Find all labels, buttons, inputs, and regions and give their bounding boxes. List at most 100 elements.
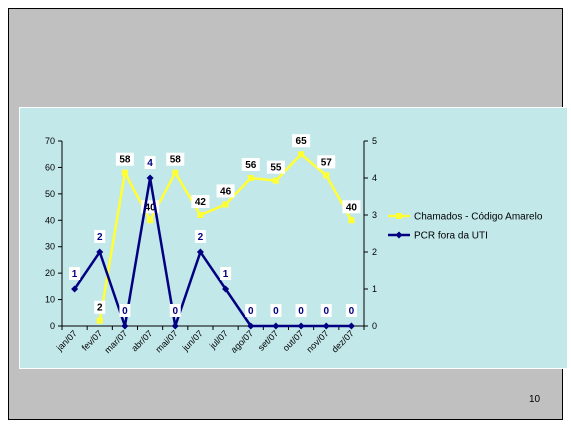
legend-marker bbox=[396, 213, 402, 219]
x-tick-label: set/07 bbox=[256, 328, 280, 352]
data-label: 46 bbox=[220, 186, 232, 197]
data-point bbox=[222, 285, 230, 293]
data-label-box bbox=[266, 160, 285, 174]
data-label-box bbox=[191, 195, 210, 208]
data-label-box bbox=[94, 300, 106, 314]
data-label-box bbox=[345, 304, 357, 317]
data-label-box bbox=[144, 156, 156, 169]
data-label: 58 bbox=[170, 155, 182, 166]
data-point bbox=[247, 322, 255, 330]
data-label-box bbox=[317, 155, 336, 169]
x-tick-label: dez/07 bbox=[330, 328, 356, 354]
data-point bbox=[272, 177, 279, 184]
data-label: 2 bbox=[97, 232, 103, 243]
series-line bbox=[73, 176, 352, 328]
data-point bbox=[297, 322, 305, 330]
x-tick-label: abr/07 bbox=[129, 328, 154, 353]
data-label-box bbox=[241, 158, 260, 171]
data-label: 4 bbox=[147, 158, 153, 169]
data-label-box bbox=[119, 304, 131, 317]
x-tick-label: out/07 bbox=[281, 328, 306, 353]
left-tick-label: 40 bbox=[45, 215, 55, 225]
data-point bbox=[247, 175, 254, 181]
data-label: 1 bbox=[72, 269, 78, 280]
left-tick-label: 50 bbox=[45, 189, 55, 199]
data-point bbox=[172, 169, 179, 176]
right-tick-label: 1 bbox=[372, 284, 377, 294]
data-point bbox=[322, 322, 330, 330]
right-tick-label: 2 bbox=[372, 247, 377, 257]
data-point bbox=[272, 322, 280, 330]
data-label: 0 bbox=[273, 306, 279, 317]
left-tick-label: 20 bbox=[45, 268, 55, 278]
data-label-box bbox=[194, 230, 206, 243]
left-tick-label: 0 bbox=[50, 321, 55, 331]
data-point bbox=[298, 151, 305, 158]
left-tick-label: 70 bbox=[45, 136, 55, 146]
data-point bbox=[71, 285, 79, 293]
x-tick-label: fev/07 bbox=[80, 328, 104, 352]
legend-marker bbox=[395, 231, 403, 239]
data-label-box bbox=[216, 184, 235, 198]
data-label-box bbox=[295, 304, 307, 317]
data-label: 42 bbox=[195, 197, 207, 208]
data-label: 56 bbox=[245, 160, 257, 171]
data-label-box bbox=[69, 267, 81, 280]
right-tick-label: 3 bbox=[372, 210, 377, 220]
left-tick-label: 10 bbox=[45, 295, 55, 305]
x-tick-label: jun/07 bbox=[180, 328, 205, 353]
left-tick-label: 30 bbox=[45, 242, 55, 252]
data-label-box bbox=[94, 230, 106, 243]
data-label: 0 bbox=[323, 306, 329, 317]
data-point bbox=[197, 212, 204, 218]
data-label: 0 bbox=[298, 306, 304, 317]
data-label: 55 bbox=[270, 163, 282, 174]
right-tick-label: 4 bbox=[372, 173, 377, 183]
data-label-box bbox=[115, 152, 134, 166]
data-label: 58 bbox=[119, 155, 131, 166]
data-label-box bbox=[342, 200, 361, 214]
x-tick-label: ago/07 bbox=[229, 328, 256, 355]
data-label: 0 bbox=[248, 306, 254, 317]
data-label: 1 bbox=[223, 269, 229, 280]
left-tick-label: 60 bbox=[45, 162, 55, 172]
data-label-box bbox=[220, 267, 232, 280]
slide: 0 10 20 30 40 50 60 70 0 1 2 3 4 5 jan/07 fev/07 mar/07 a… bbox=[8, 8, 568, 420]
data-label-box bbox=[270, 304, 282, 317]
data-point bbox=[96, 317, 103, 324]
data-point bbox=[171, 322, 179, 330]
data-label: 0 bbox=[122, 306, 128, 317]
data-label-box bbox=[169, 304, 181, 317]
data-label-box bbox=[166, 152, 185, 166]
page-number: 10 bbox=[529, 394, 541, 405]
data-label-box bbox=[292, 134, 311, 148]
data-point bbox=[323, 172, 330, 179]
data-point bbox=[121, 322, 129, 330]
x-tick-label: mar/07 bbox=[102, 328, 129, 355]
data-label-box bbox=[245, 304, 257, 317]
data-label: 2 bbox=[97, 303, 103, 314]
x-tick-label: nov/07 bbox=[304, 328, 330, 354]
right-tick-label: 0 bbox=[372, 321, 377, 331]
data-point bbox=[348, 217, 355, 224]
legend-label: Chamados - Código Amarelo bbox=[414, 212, 543, 223]
data-point bbox=[96, 248, 104, 256]
chart-panel: 0 10 20 30 40 50 60 70 0 1 2 3 4 5 jan/07 fev/07 mar/07 a… bbox=[19, 107, 568, 369]
data-point bbox=[121, 169, 128, 176]
x-tick-label: jan/07 bbox=[54, 328, 79, 353]
right-tick-label: 5 bbox=[372, 136, 377, 146]
series-line bbox=[98, 152, 353, 321]
x-tick-label: jul/07 bbox=[207, 328, 230, 351]
data-point bbox=[196, 248, 204, 256]
legend-label: PCR fora da UTI bbox=[414, 231, 488, 242]
data-label: 0 bbox=[172, 306, 178, 317]
data-label: 57 bbox=[321, 157, 333, 168]
x-tick-label: mai/07 bbox=[153, 328, 179, 354]
data-point bbox=[347, 322, 355, 330]
data-label: 0 bbox=[349, 306, 355, 317]
data-point bbox=[146, 174, 154, 182]
data-label: 40 bbox=[145, 202, 157, 213]
data-label-box bbox=[320, 304, 332, 317]
data-label: 2 bbox=[198, 232, 204, 243]
